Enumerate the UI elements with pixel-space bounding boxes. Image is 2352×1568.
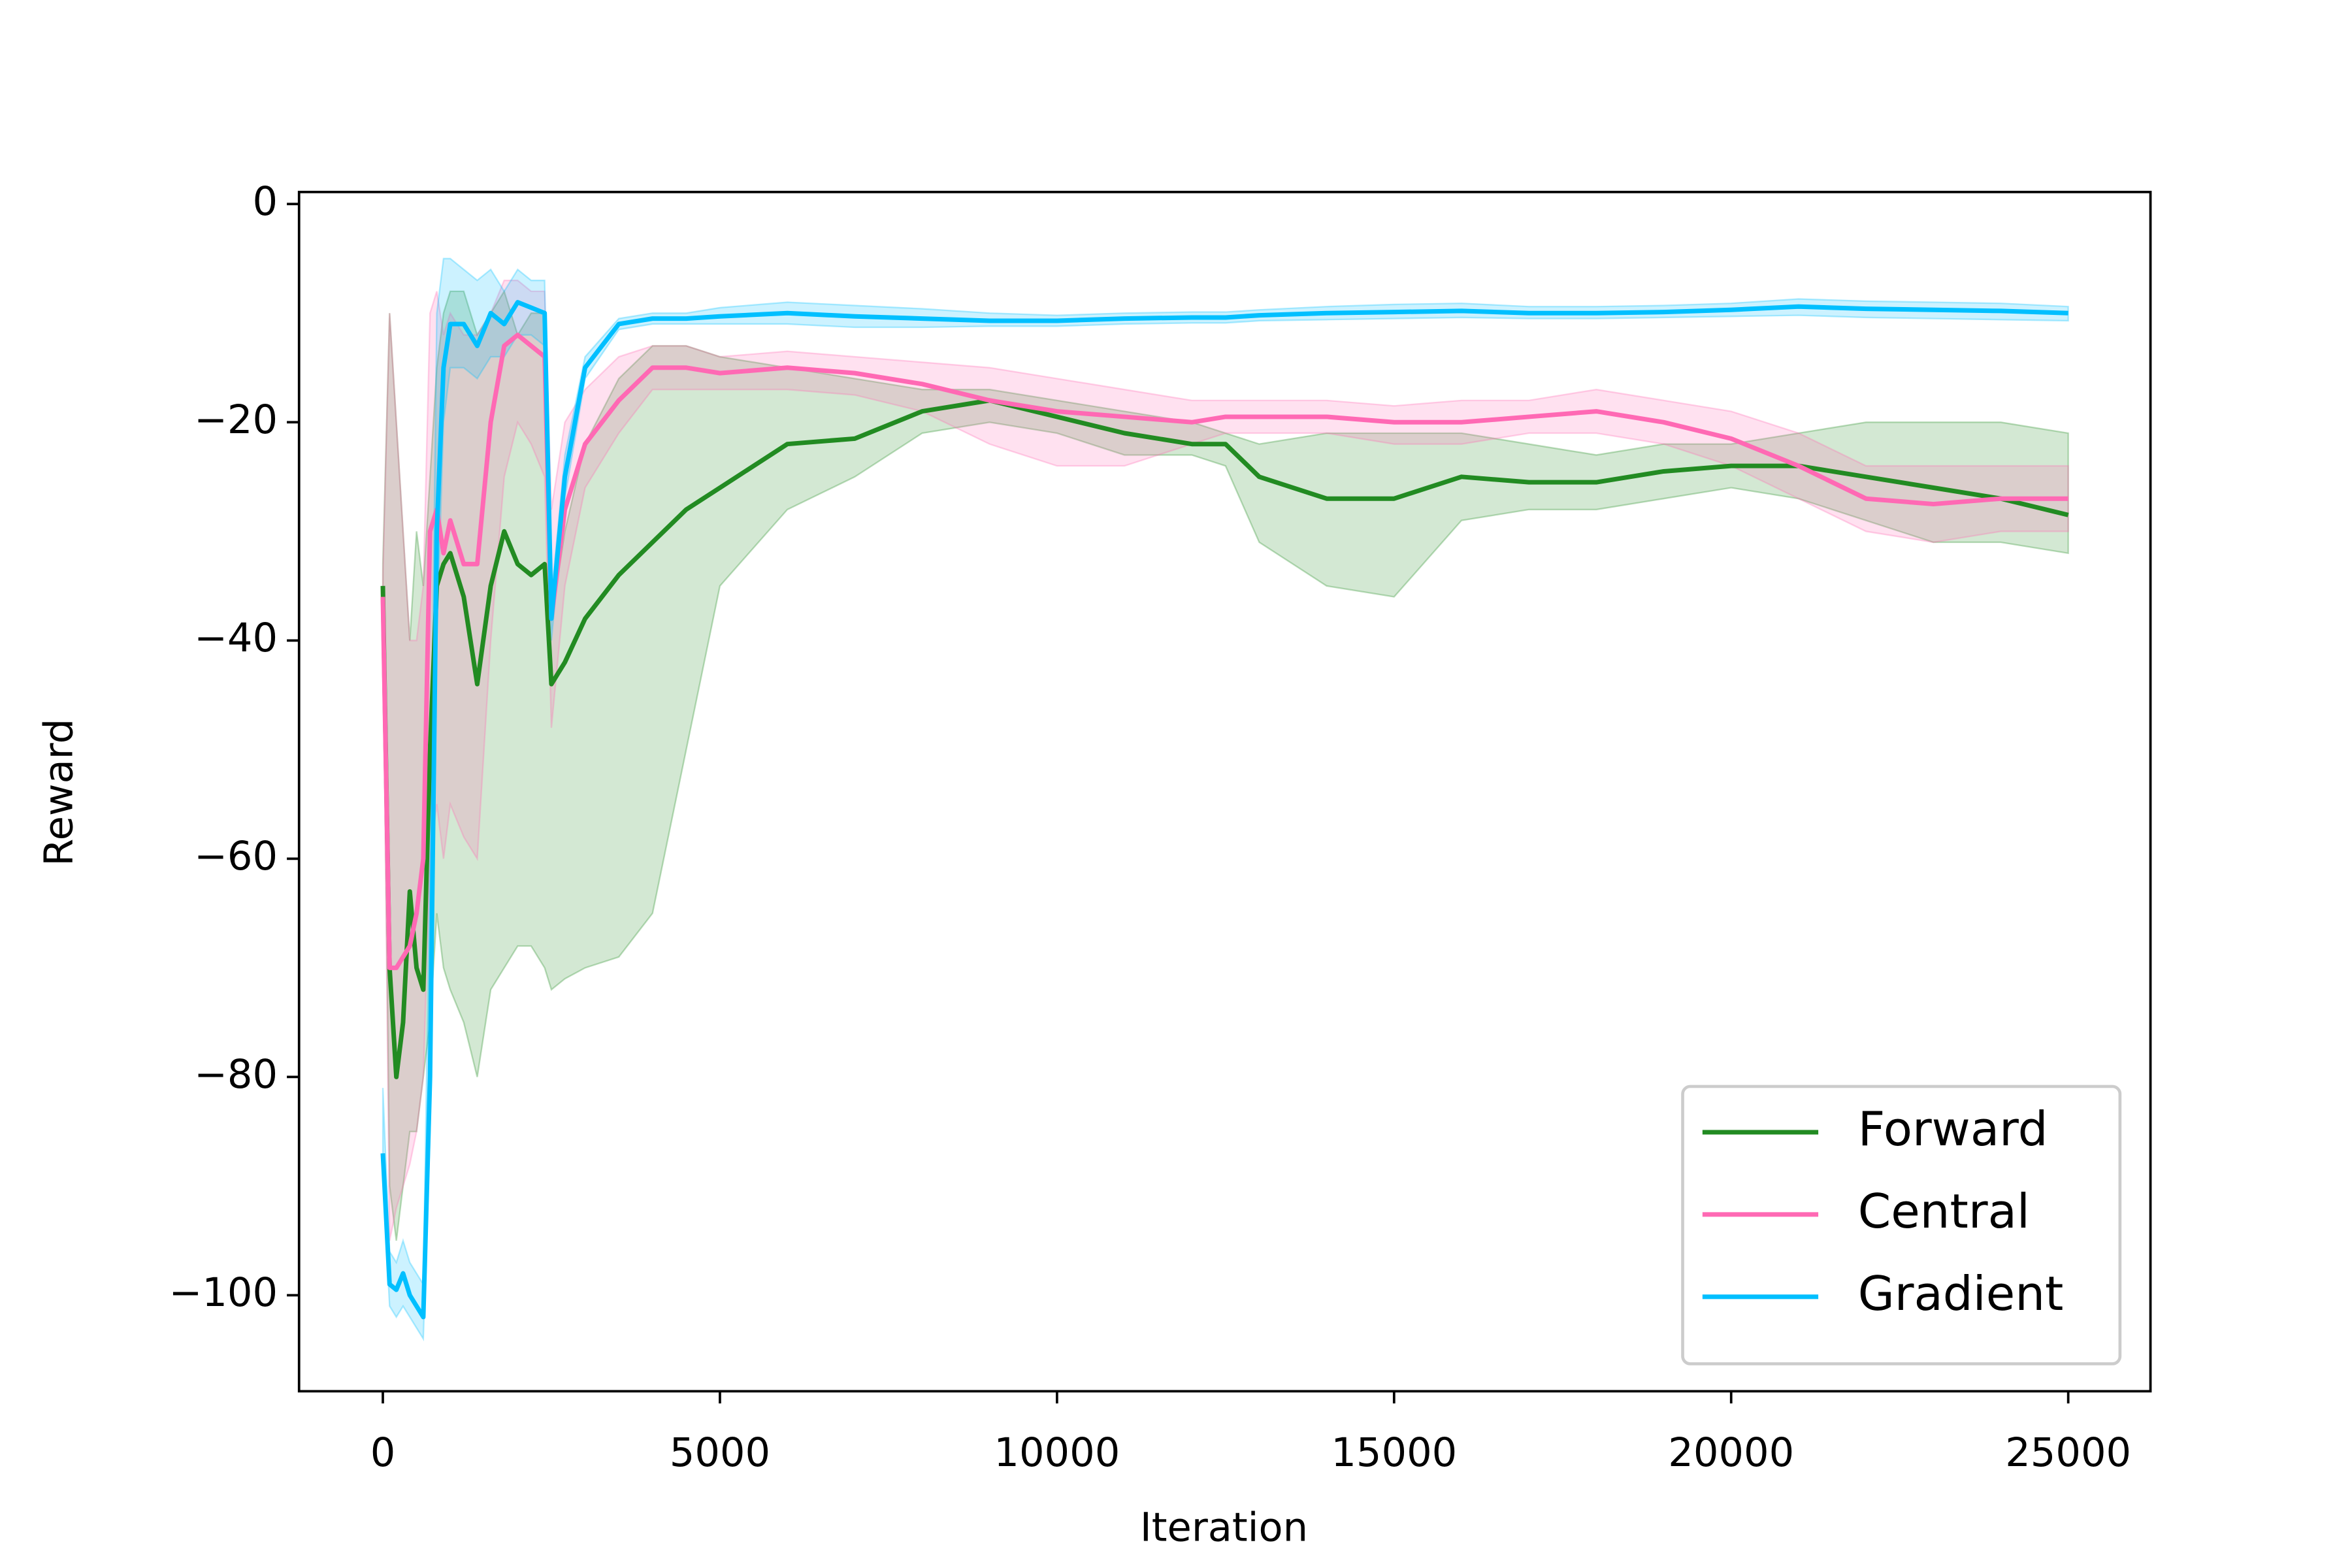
x-tick-label: 25000 [2005,1430,2131,1476]
x-tick-label: 20000 [1668,1430,1794,1476]
x-tick-label: 5000 [670,1430,770,1476]
legend-label: Gradient [1858,1267,2064,1322]
error-band [382,289,2069,1241]
y-tick-label: −80 [194,1052,278,1098]
line [380,300,2068,1320]
error-band [382,257,2069,1342]
legend: Forward Central Gradient [1681,1085,2122,1365]
x-axis-label: Iteration [1140,1505,1308,1550]
y-tick-label: −100 [169,1270,278,1316]
y-tick-label: 0 [252,179,278,225]
x-tick-label: 10000 [994,1430,1120,1476]
error-band [382,280,2069,1241]
y-tick-label: −60 [194,834,278,879]
y-tick-label: −20 [194,397,278,443]
line [380,333,2068,970]
x-tick-label: 0 [370,1430,396,1476]
y-tick-label: −40 [194,615,278,661]
legend-label: Central [1858,1184,2030,1239]
y-axis-label: Reward [36,719,82,866]
legend-label: Forward [1858,1102,2048,1157]
plot-frame [297,191,2152,1393]
x-tick-label: 15000 [1331,1430,1457,1476]
